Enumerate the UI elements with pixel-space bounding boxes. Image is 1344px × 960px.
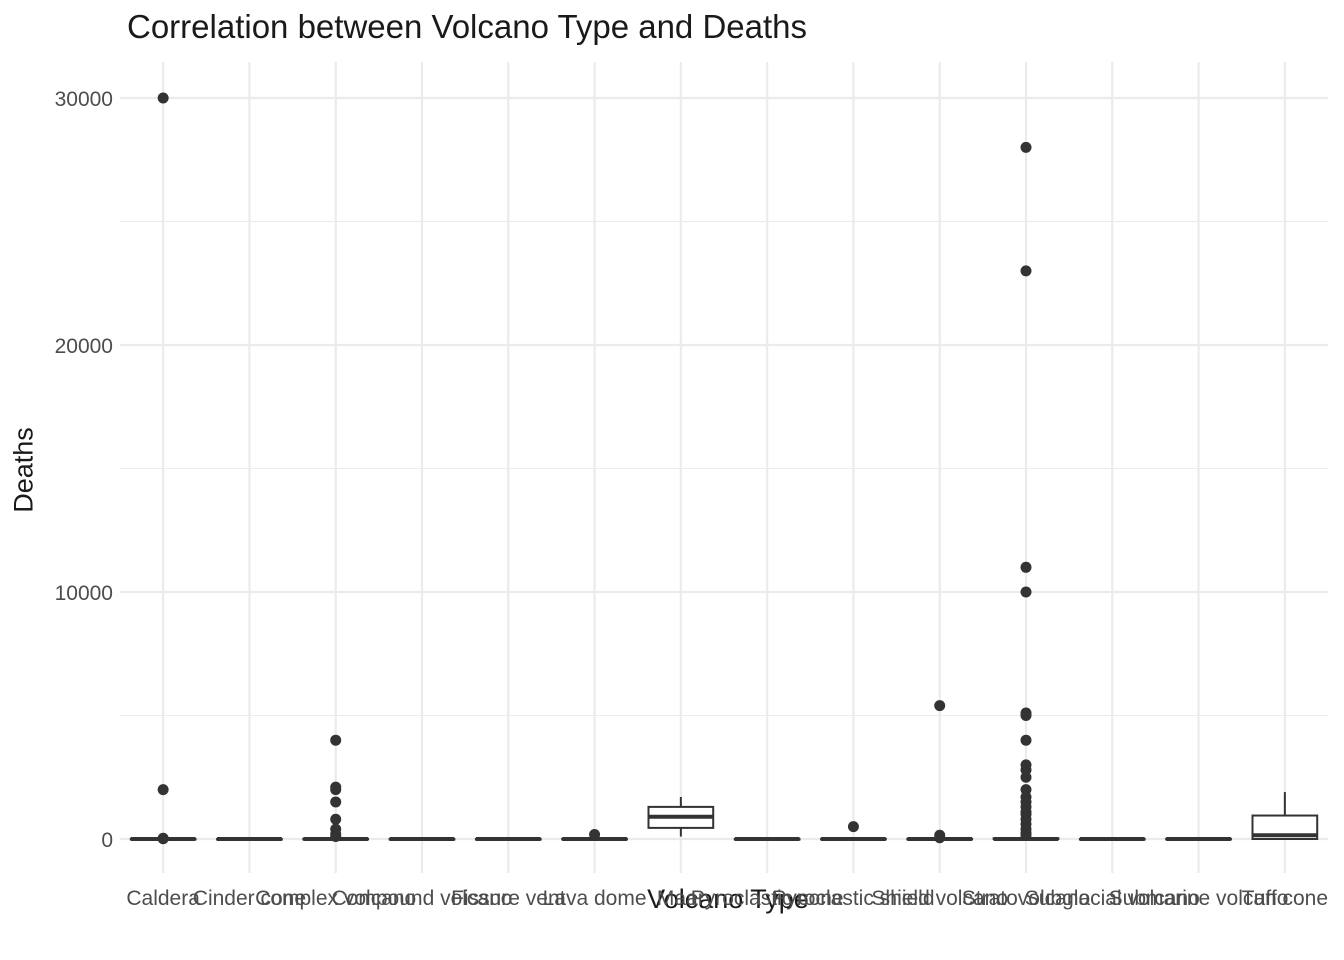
x-tick-label: Shield volcano <box>871 887 1008 910</box>
outlier-point <box>330 784 342 796</box>
x-tick-label: Submarine volcano <box>1109 887 1289 910</box>
x-tick-label: Pyroclastic shield <box>772 887 934 910</box>
outlier-point <box>1020 141 1032 153</box>
x-tick-label: Stratovolcano <box>962 887 1090 910</box>
y-tick-label: 30000 <box>55 88 113 111</box>
boxplot-compound-volcano <box>388 837 456 841</box>
outlier-point <box>330 796 342 808</box>
outlier-point <box>1020 829 1032 841</box>
chart-title: Correlation between Volcano Type and Dea… <box>127 8 808 45</box>
outlier-point <box>1020 710 1032 721</box>
boxplot-submarine-volcano <box>1165 837 1232 841</box>
outlier-point <box>934 700 946 712</box>
boxplot-lava-dome <box>561 829 628 841</box>
outlier-point <box>1020 771 1032 783</box>
boxplot-caldera <box>129 92 197 845</box>
x-tick-label: Compound volcano <box>332 887 513 910</box>
boxplots <box>129 92 1319 845</box>
outlier-point <box>589 829 601 841</box>
y-tick-labels: 0 10000 20000 30000 <box>55 88 113 852</box>
outlier-point <box>1020 734 1032 746</box>
outlier-point <box>1020 561 1032 573</box>
outlier-point <box>1020 265 1032 277</box>
outlier-point <box>330 831 342 843</box>
x-tick-label: Tuff cone <box>1242 887 1328 910</box>
x-tick-label: Complex volcano <box>255 887 416 910</box>
outlier-point <box>330 734 342 746</box>
outlier-point <box>157 784 169 796</box>
x-tick-label: Pyroclastic cone <box>691 887 844 910</box>
y-tick-label: 10000 <box>55 582 113 605</box>
grid-lines <box>120 62 1328 873</box>
y-tick-label: 20000 <box>55 335 113 358</box>
boxplot-pyroclastic-shield <box>820 821 887 841</box>
outlier-point <box>157 92 169 104</box>
boxplot-cinder-cone <box>216 837 283 841</box>
box-iqr <box>1251 814 1319 840</box>
boxplot-tuff-cone <box>1251 792 1319 840</box>
x-tick-label: Caldera <box>126 887 200 910</box>
outlier-point <box>157 833 169 845</box>
boxplot-complex-volcano <box>302 734 370 843</box>
x-tick-label: Maar <box>657 887 705 910</box>
boxplot-shield-volcano <box>906 700 974 844</box>
x-tick-label: Fissure vent <box>451 887 566 910</box>
boxplot-pyroclastic-cone <box>733 837 801 841</box>
x-tick-label: Cinder cone <box>193 887 306 910</box>
outlier-point <box>1020 586 1032 598</box>
boxplot-stratovolcano <box>992 141 1060 841</box>
x-axis-label: Volcano Type <box>647 884 809 914</box>
x-tick-label: Subglacial volcano <box>1025 887 1200 910</box>
outlier-point <box>847 821 859 833</box>
outlier-point <box>330 813 342 825</box>
outlier-point <box>934 832 946 844</box>
boxplot-maar <box>647 797 715 837</box>
boxplot-fissure-vent <box>474 837 542 841</box>
y-tick-label: 0 <box>101 829 113 852</box>
boxplot-subglacial-volcano <box>1078 837 1146 841</box>
x-tick-label: Lava dome <box>543 887 647 910</box>
